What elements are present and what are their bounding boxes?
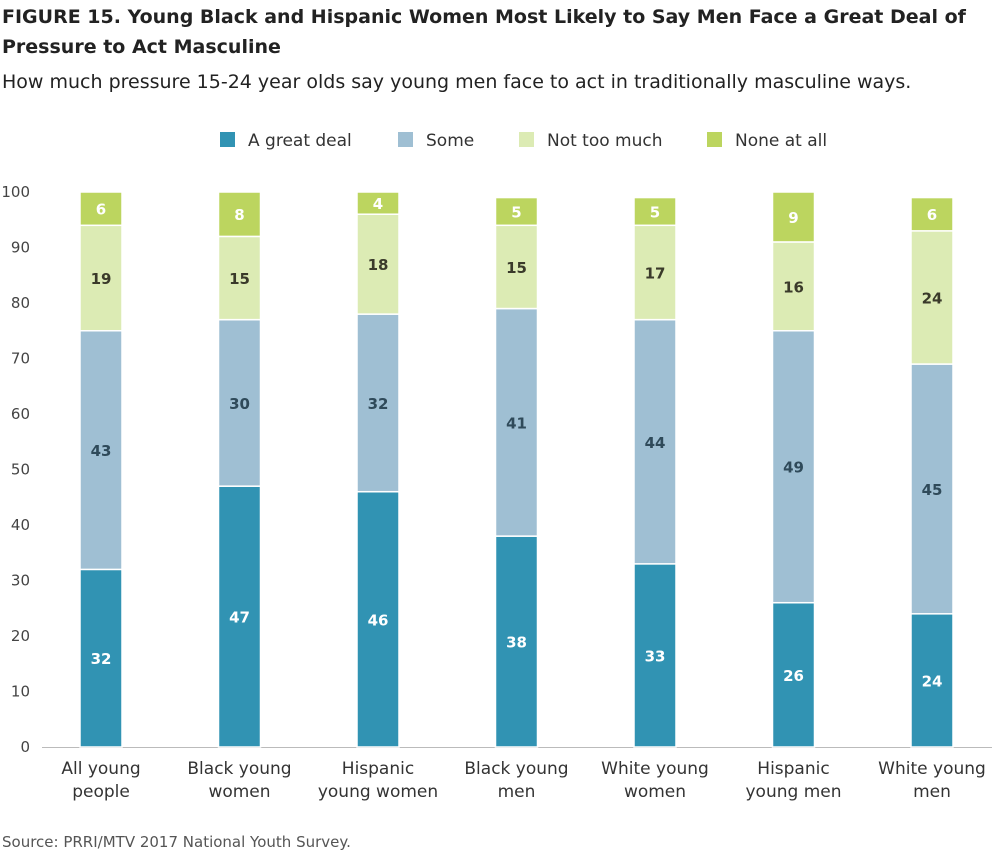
y-tick-label: 50 bbox=[11, 461, 30, 479]
legend-label: A great deal bbox=[248, 131, 352, 151]
data-label: 24 bbox=[922, 672, 943, 690]
legend-label: Some bbox=[426, 131, 474, 151]
data-label: 15 bbox=[229, 270, 250, 288]
y-tick-label: 10 bbox=[11, 683, 30, 701]
data-label: 16 bbox=[783, 278, 804, 296]
bar-segment bbox=[79, 330, 123, 571]
x-tick-label: men bbox=[498, 782, 536, 802]
data-label: 43 bbox=[91, 442, 112, 460]
data-label: 19 bbox=[91, 270, 112, 288]
bar-segment bbox=[771, 330, 816, 604]
legend-swatch bbox=[220, 132, 235, 147]
data-label: 5 bbox=[650, 203, 660, 221]
x-tick-label: Black young bbox=[187, 759, 291, 779]
data-label: 17 bbox=[645, 264, 666, 282]
data-label: 33 bbox=[645, 647, 666, 665]
bar-segment bbox=[771, 241, 816, 332]
data-label: 44 bbox=[645, 434, 666, 452]
source-note: Source: PRRI/MTV 2017 National Youth Sur… bbox=[2, 833, 351, 851]
bar-segment bbox=[910, 196, 954, 232]
data-label: 9 bbox=[788, 209, 798, 227]
chart-subtitle: How much pressure 15-24 year olds say yo… bbox=[2, 71, 912, 93]
bar-segment bbox=[633, 563, 677, 748]
y-tick-label: 70 bbox=[11, 350, 30, 368]
data-label: 18 bbox=[368, 256, 389, 274]
x-tick-label: people bbox=[72, 782, 130, 802]
legend-swatch bbox=[519, 132, 534, 147]
data-label: 32 bbox=[91, 650, 112, 668]
bar-segment bbox=[494, 196, 539, 227]
data-label: 41 bbox=[506, 414, 527, 432]
data-label: 8 bbox=[234, 206, 244, 224]
legend-label: None at all bbox=[735, 131, 827, 151]
data-label: 5 bbox=[511, 203, 521, 221]
bar-segment bbox=[771, 191, 816, 243]
bar-segment bbox=[494, 535, 539, 748]
bar-segment bbox=[217, 191, 262, 238]
bar-segment bbox=[356, 490, 400, 748]
x-tick-label: All young bbox=[61, 759, 140, 779]
bar-segment bbox=[910, 363, 954, 615]
bar-segment bbox=[494, 224, 539, 310]
bar-segment bbox=[633, 196, 677, 227]
data-label: 6 bbox=[96, 201, 106, 219]
bar-segment bbox=[356, 213, 400, 315]
x-tick-label: men bbox=[913, 782, 951, 802]
data-label: 32 bbox=[368, 395, 389, 413]
bar-segment bbox=[633, 318, 677, 565]
bar-segment bbox=[356, 191, 400, 215]
x-tick-label: women bbox=[624, 782, 686, 802]
y-tick-label: 80 bbox=[11, 294, 30, 312]
x-tick-label: Hispanic bbox=[757, 759, 829, 779]
stacked-bar-chart: 0 10 20 30 40 50 60 70 80 90 100 A great deal Some No… bbox=[1, 131, 992, 802]
bar-segment bbox=[217, 318, 262, 487]
chart-title: FIGURE 15. Young Black and Hispanic Wome… bbox=[2, 6, 966, 58]
data-label: 4 bbox=[373, 195, 383, 213]
data-label: 38 bbox=[506, 634, 527, 652]
bar-segment bbox=[910, 613, 954, 748]
x-tick-label: young women bbox=[318, 782, 438, 802]
data-label: 26 bbox=[783, 667, 804, 685]
bar-segment bbox=[633, 224, 677, 321]
y-tick-label: 60 bbox=[11, 405, 30, 423]
bar-segment bbox=[217, 235, 262, 321]
bar-segment bbox=[79, 191, 123, 227]
bar-segment bbox=[910, 230, 954, 365]
data-label: 49 bbox=[783, 459, 804, 477]
x-tick-label: White young bbox=[601, 759, 709, 779]
y-tick-label: 30 bbox=[11, 572, 30, 590]
data-label: 47 bbox=[229, 609, 250, 627]
data-label: 6 bbox=[927, 206, 937, 224]
data-label: 30 bbox=[229, 395, 250, 413]
bar-segment bbox=[771, 601, 816, 748]
y-tick-label: 90 bbox=[11, 239, 30, 257]
legend-label: Not too much bbox=[547, 131, 663, 151]
data-label: 15 bbox=[506, 259, 527, 277]
x-tick-label: Hispanic bbox=[342, 759, 414, 779]
legend-swatch bbox=[398, 132, 413, 147]
legend-swatch bbox=[707, 132, 722, 147]
y-tick-label: 40 bbox=[11, 516, 30, 534]
bar-segment bbox=[79, 568, 123, 748]
data-label: 24 bbox=[922, 289, 943, 307]
data-label: 45 bbox=[922, 481, 943, 499]
x-tick-label: Black young bbox=[464, 759, 568, 779]
y-tick-label: 100 bbox=[1, 183, 30, 201]
bar-segment bbox=[356, 313, 400, 493]
bar-segment bbox=[217, 485, 262, 748]
x-tick-label: White young bbox=[878, 759, 986, 779]
data-label: 46 bbox=[368, 611, 389, 629]
y-tick-label: 20 bbox=[11, 627, 30, 645]
y-tick-label: 0 bbox=[20, 738, 30, 756]
bar-segment bbox=[79, 224, 123, 332]
x-tick-label: women bbox=[208, 782, 270, 802]
x-tick-label: young men bbox=[746, 782, 842, 802]
